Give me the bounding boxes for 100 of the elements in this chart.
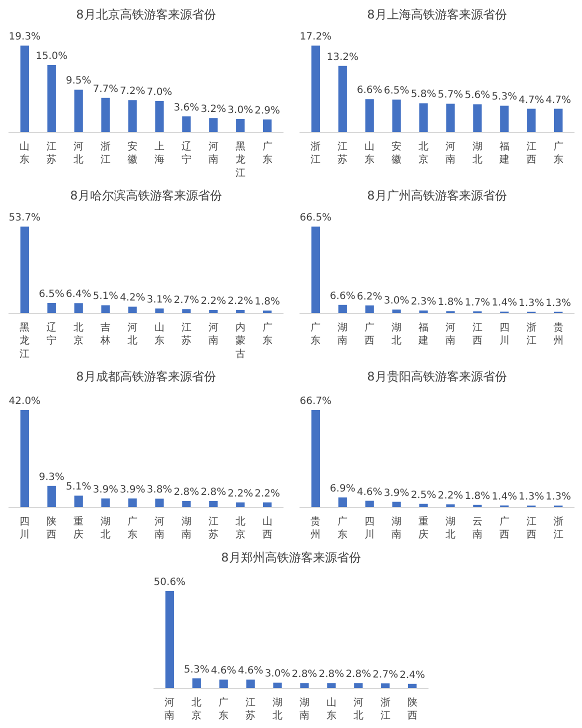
data-label: 4.2% (120, 292, 146, 304)
x-tick-label: 广东 (262, 322, 272, 347)
data-label: 6.4% (66, 289, 92, 300)
bar (273, 682, 282, 688)
x-tick-label: 江西 (526, 140, 536, 166)
x-tick-label: 湖北 (445, 516, 456, 541)
x-tick-label: 山东 (20, 140, 30, 166)
x-tick-label: 广东 (338, 516, 348, 541)
bar (155, 308, 164, 314)
data-label: 4.7% (518, 94, 544, 106)
x-tick-label: 上海 (154, 140, 164, 166)
x-tick-label: 江苏 (181, 322, 192, 347)
data-label: 5.1% (92, 291, 118, 302)
x-tick-label: 浙江 (100, 140, 111, 166)
bar (300, 683, 309, 688)
x-tick-label: 江苏 (338, 140, 348, 166)
bar (327, 683, 336, 688)
x-tick-label: 福建 (418, 322, 429, 347)
x-tick-label: 陕西 (46, 516, 57, 541)
x-tick-label: 江苏 (46, 140, 57, 166)
bar (311, 410, 320, 508)
data-label: 2.4% (400, 670, 426, 681)
chart-title: 8月广州高铁游客来源省份 (367, 188, 507, 202)
data-label: 5.3% (184, 664, 210, 676)
data-label: 6.2% (356, 291, 382, 302)
bar (101, 305, 110, 314)
bar (263, 119, 272, 132)
data-label: 5.1% (66, 482, 92, 493)
chart-title: 8月北京高铁游客来源省份 (76, 8, 216, 22)
x-tick-label: 安徽 (128, 140, 138, 166)
data-label: 5.6% (464, 90, 490, 102)
x-tick-label: 广西 (364, 322, 375, 347)
bar (20, 46, 29, 132)
x-tick-label: 河北 (74, 140, 84, 166)
chart-title: 8月哈尔滨高铁游客来源省份 (70, 188, 222, 202)
bar (392, 502, 401, 508)
bar (209, 500, 218, 508)
x-tick-label: 河南 (208, 140, 218, 166)
bar (311, 46, 320, 132)
data-label: 2.8% (318, 669, 344, 680)
bar (209, 118, 218, 132)
x-tick-label: 陕西 (407, 696, 418, 722)
bar (219, 680, 228, 688)
bar (365, 305, 374, 314)
x-tick-label: 河北 (128, 322, 138, 347)
x-tick-label: 湖北 (472, 140, 482, 166)
data-label: 1.4% (492, 491, 518, 502)
x-tick-label: 河南 (164, 696, 175, 722)
x-tick-label: 广东 (262, 140, 272, 166)
data-label: 66.7% (300, 396, 332, 407)
bar (392, 310, 401, 314)
bar (473, 104, 482, 132)
bar (47, 64, 56, 132)
x-tick-label: 山东 (154, 322, 164, 347)
x-tick-label: 江苏 (246, 696, 256, 722)
data-label: 13.2% (326, 52, 359, 63)
x-tick-label: 四川 (20, 516, 30, 541)
data-label: 1.8% (464, 490, 490, 502)
bar (392, 100, 401, 132)
chart-title: 8月贵阳高铁游客来源省份 (367, 370, 507, 384)
data-label: 1.4% (492, 298, 518, 309)
data-label: 3.6% (174, 102, 200, 114)
data-label: 2.8% (174, 486, 200, 498)
x-tick-label: 北京 (192, 696, 202, 722)
bar (338, 66, 347, 132)
data-label: 1.8% (254, 296, 280, 308)
data-label: 5.8% (410, 89, 436, 100)
x-tick-label: 河南 (208, 322, 218, 347)
data-label: 2.2% (438, 490, 464, 502)
bar (101, 498, 110, 508)
bar (236, 118, 245, 132)
bar (338, 304, 347, 314)
x-tick-label: 重庆 (74, 516, 84, 541)
bar (365, 99, 374, 132)
bar (47, 486, 56, 508)
x-tick-label: 黑龙江 (20, 322, 30, 360)
x-tick-label: 广东 (218, 696, 229, 722)
x-tick-label: 湖南 (392, 516, 402, 541)
bar (20, 226, 29, 314)
data-label: 3.0% (228, 104, 254, 116)
x-tick-label: 浙江 (310, 140, 321, 166)
x-tick-label: 湖南 (181, 516, 192, 541)
data-label: 3.9% (92, 484, 118, 496)
x-tick-label: 福建 (498, 140, 510, 166)
data-label: 2.2% (228, 296, 254, 307)
data-label: 7.0% (146, 86, 172, 98)
bar (527, 108, 536, 132)
data-label: 7.7% (92, 84, 118, 95)
bar (182, 116, 191, 132)
bar (74, 90, 83, 132)
bar (155, 498, 164, 508)
bar (74, 303, 83, 314)
data-label: 2.7% (372, 669, 398, 680)
x-tick-label: 北京 (74, 322, 84, 347)
x-tick-label: 河南 (154, 516, 164, 541)
data-label: 2.2% (228, 488, 254, 500)
x-tick-label: 山东 (326, 696, 336, 722)
x-tick-label: 湖北 (392, 322, 402, 347)
chart-title: 8月上海高铁游客来源省份 (367, 8, 507, 22)
data-label: 6.5% (38, 288, 64, 300)
